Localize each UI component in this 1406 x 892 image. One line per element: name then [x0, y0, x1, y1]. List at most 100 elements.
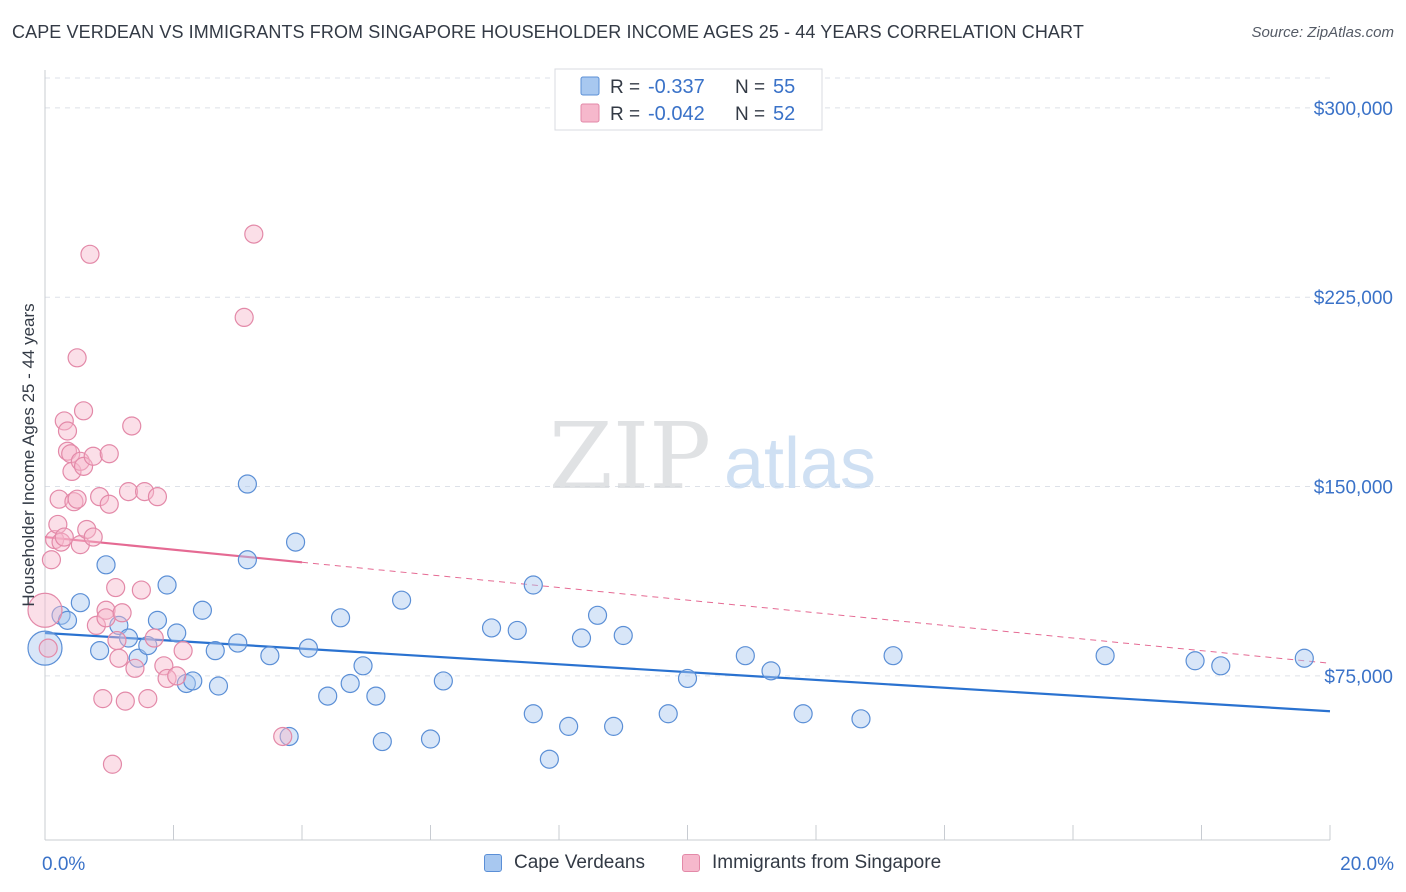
y-tick-label: $150,000: [1314, 478, 1393, 499]
cape-verdean-point: [851, 709, 871, 729]
stats-legend-swatch-pink: [580, 103, 600, 123]
singapore-point: [73, 456, 94, 476]
singapore-point: [96, 600, 116, 620]
singapore-point: [38, 638, 58, 658]
cape-verdean-point: [735, 646, 755, 666]
cape-verdean-point: [433, 671, 453, 691]
cape-verdean-point: [1294, 648, 1314, 668]
watermark-atlas: atlas: [724, 424, 876, 504]
legend-swatch-blue: [484, 854, 502, 872]
cape-verdean-point: [366, 686, 386, 706]
singapore-point: [107, 630, 127, 651]
legend-label-cape-verdeans: Cape Verdeans: [514, 852, 645, 873]
cape-verdean-point: [228, 633, 248, 653]
singapore-point: [131, 580, 151, 600]
trend-line-solid: [44, 535, 303, 564]
cape-verdean-point: [205, 641, 225, 661]
singapore-point: [125, 658, 145, 678]
stats-r-label-blue: R =: [610, 77, 640, 98]
cape-verdean-point: [285, 532, 306, 552]
chart-source: Source: ZipAtlas.com: [1251, 24, 1394, 41]
singapore-point: [144, 628, 164, 648]
stats-n-value-blue: 55: [773, 76, 795, 98]
singapore-point: [83, 527, 103, 547]
singapore-point: [83, 446, 103, 466]
cape-verdean-point: [118, 628, 139, 648]
stats-r-value-blue: -0.337: [648, 76, 705, 98]
cape-verdean-point: [70, 593, 90, 613]
singapore-point: [102, 754, 123, 774]
stats-r-label-pink: R =: [610, 104, 640, 125]
singapore-point: [57, 421, 78, 441]
singapore-point: [57, 441, 78, 461]
cape-verdean-point: [1095, 646, 1115, 666]
data-points: [27, 224, 1314, 774]
cape-verdean-point: [539, 749, 559, 769]
cape-verdean-point: [340, 673, 360, 694]
cape-verdean-point: [391, 590, 412, 610]
cape-verdean-point: [1211, 656, 1231, 676]
singapore-point: [109, 648, 129, 668]
cape-verdean-point: [208, 676, 229, 696]
stats-n-label-blue: N =: [735, 77, 765, 98]
singapore-point: [167, 666, 187, 686]
cape-verdean-point: [330, 608, 351, 628]
singapore-point: [77, 519, 97, 540]
legend-swatch-pink: [682, 854, 700, 872]
cape-verdean-point: [372, 731, 392, 752]
singapore-point: [80, 244, 100, 264]
singapore-point: [86, 615, 107, 636]
singapore-point: [134, 482, 155, 502]
singapore-point: [67, 348, 87, 368]
singapore-point: [27, 592, 63, 628]
singapore-point: [154, 656, 174, 676]
singapore-point: [147, 487, 168, 507]
singapore-point: [93, 689, 113, 709]
y-axis-label: Householder Income Ages 25 - 44 years: [19, 303, 38, 606]
cape-verdean-point: [192, 600, 213, 620]
cape-verdean-point: [613, 625, 633, 646]
stats-r-value-pink: -0.042: [648, 103, 705, 125]
stats-n-label-pink: N =: [735, 104, 765, 125]
cape-verdean-point: [237, 474, 257, 494]
cape-verdean-point: [559, 716, 579, 736]
singapore-point: [244, 224, 264, 244]
singapore-point: [51, 532, 71, 552]
singapore-point: [234, 307, 254, 328]
cape-verdean-point: [27, 630, 63, 666]
series-legend: Cape Verdeans Immigrants from Singapore: [0, 852, 1406, 878]
x-tick-label: 0.0%: [42, 854, 85, 875]
singapore-point: [54, 527, 74, 547]
stats-legend-swatch-blue: [580, 76, 600, 96]
cape-verdean-point: [793, 704, 813, 724]
cape-verdean-point: [298, 638, 319, 658]
singapore-point: [115, 691, 135, 711]
legend-label-immigrants-singapore: Immigrants from Singapore: [712, 852, 942, 873]
cape-verdean-point: [761, 661, 781, 681]
singapore-point: [41, 550, 62, 570]
cape-verdean-point: [138, 636, 158, 656]
cape-verdean-point: [353, 656, 373, 676]
cape-verdean-point: [147, 610, 168, 630]
singapore-point: [90, 487, 110, 507]
singapore-point: [73, 401, 94, 421]
cape-verdean-point: [90, 641, 110, 661]
cape-verdean-point: [260, 646, 280, 666]
y-tick-label: $300,000: [1314, 99, 1393, 120]
cape-verdean-point: [481, 618, 502, 638]
chart-title: CAPE VERDEAN VS IMMIGRANTS FROM SINGAPOR…: [12, 22, 1084, 42]
singapore-point: [99, 444, 119, 464]
watermark: ZIP atlas: [549, 403, 876, 510]
singapore-point: [173, 641, 193, 661]
cape-verdean-point: [883, 646, 903, 666]
y-tick-label: $75,000: [1324, 667, 1393, 688]
singapore-point: [122, 416, 142, 436]
cape-verdean-point: [523, 704, 543, 724]
cape-verdean-point: [604, 716, 624, 736]
trend-line-dashed: [301, 561, 1331, 664]
cape-verdean-point: [183, 671, 203, 691]
singapore-point: [96, 608, 116, 628]
stats-legend: R = -0.337 N = 55 R = -0.042 N = 52: [554, 68, 823, 131]
singapore-point: [138, 689, 158, 709]
